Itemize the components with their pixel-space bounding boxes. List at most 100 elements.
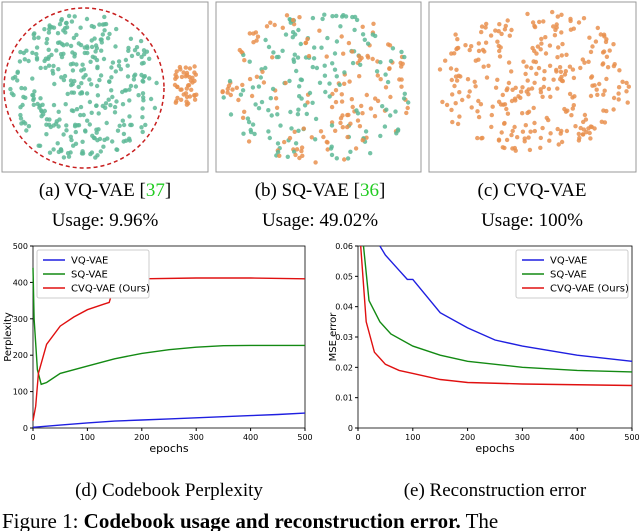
panel-caption: (b) SQ-VAE [36] [255,180,386,201]
dot [81,67,87,72]
dot [340,14,345,19]
dot [181,70,186,75]
dot [128,36,134,41]
dot [583,117,589,122]
dot [587,35,592,40]
dot [22,57,27,62]
plot-frame [32,245,306,429]
dot [187,66,193,71]
dot [128,122,133,128]
dot [383,72,388,77]
dot [23,95,28,101]
dot [532,80,537,86]
dot [601,61,606,66]
dot [497,22,502,27]
dot [356,54,362,59]
dot [98,73,104,78]
dot [287,135,293,141]
dot [179,87,184,92]
dot [534,51,539,56]
citation: 37 [146,180,165,201]
dot [240,115,246,121]
dot [299,148,304,154]
dot [63,102,68,107]
dot [402,91,407,97]
dot [64,128,69,133]
y-tick-label: 0.04 [335,303,353,312]
series-line [362,245,633,373]
dot [64,42,70,47]
dot [10,76,16,81]
dot [30,50,35,55]
dot [34,51,39,57]
dot [603,39,609,45]
dot [504,137,510,143]
dot [47,150,53,155]
dot [26,124,32,129]
dot [348,121,353,126]
dot [116,63,122,68]
dot [225,86,230,92]
usage-text: Usage: 100% [481,210,583,231]
dot [175,84,180,90]
dot [309,135,314,140]
dot [321,134,326,140]
dot [372,114,378,119]
dot [61,132,66,137]
dot [338,24,343,29]
dot [537,19,542,25]
dot [117,123,122,128]
dot [357,124,363,129]
dot [143,122,148,128]
panel-frame [215,1,422,173]
dot [482,49,487,54]
dot [594,87,599,92]
dot [251,40,256,45]
dot [476,98,481,104]
dot [58,147,64,152]
dot [624,80,629,86]
dot [363,129,369,134]
dot [46,63,52,68]
dot [352,27,357,33]
dot [107,31,112,37]
dot [246,139,252,144]
dot [483,25,488,30]
dot [475,135,480,141]
dot [234,85,239,91]
dot [588,136,593,141]
dot [91,24,97,30]
dot [532,24,538,30]
dot [56,109,61,115]
dot [625,100,630,105]
dot [611,42,616,47]
dot [532,120,537,126]
dot [74,32,79,38]
dot [368,106,374,111]
dot [339,99,345,104]
dot [554,25,559,30]
dot [110,94,115,100]
dot [324,139,329,145]
dot [332,51,338,56]
dot [346,112,351,118]
dot [44,132,49,137]
dot [61,155,67,160]
dot [357,74,362,79]
dot [51,123,56,128]
dot [550,9,555,15]
dot [95,93,101,98]
dot [133,72,138,77]
dot [582,112,588,118]
dot [256,84,262,89]
dot [104,120,109,126]
dot [296,128,301,133]
dot [617,68,622,73]
dot [529,65,534,71]
dot [334,39,340,44]
y-tick-label: 0.03 [335,333,353,342]
dot [350,49,355,54]
dot [147,76,152,81]
y-axis-label: Perplexity [3,312,14,362]
dot [595,92,600,98]
